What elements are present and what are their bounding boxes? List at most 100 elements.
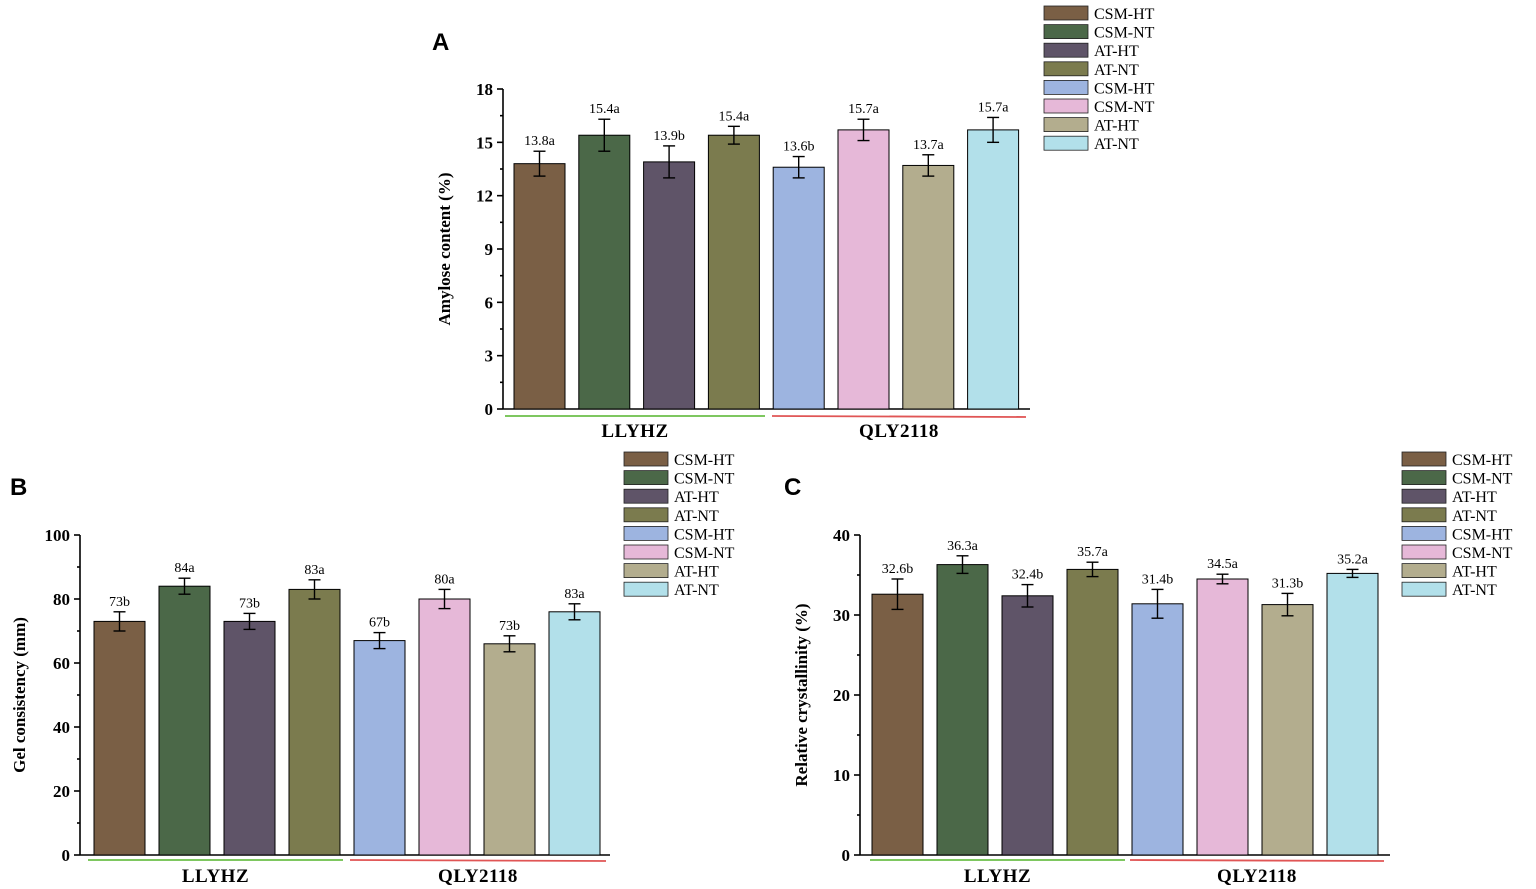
error-bar	[1021, 583, 1034, 608]
bar	[1196, 578, 1249, 856]
legend-label: AT-HT	[1452, 564, 1497, 581]
chart-panel-a: A 0 3 6 9 12 15 18 Amylose content (%) 13.8a 15.4a…	[432, 5, 1155, 442]
y-tick-label: 6	[485, 293, 494, 312]
y-tick-label: 9	[485, 240, 494, 259]
chart-panel-b: B 0 20 40 60 80 100 Gel consistency (mm) 73b 84a 7…	[10, 451, 735, 887]
legend-swatch	[623, 488, 669, 504]
legend-label: CSM-HT	[674, 452, 735, 469]
group-label: QLY2118	[1217, 866, 1297, 887]
legend-label: CSM-NT	[1452, 545, 1513, 562]
y-tick-label: 0	[485, 400, 494, 419]
y-tick-label: 0	[842, 846, 851, 865]
bar	[1261, 604, 1314, 856]
error-bar	[598, 118, 611, 152]
bar	[772, 166, 825, 410]
data-label: 36.3a	[947, 539, 979, 554]
bar	[1326, 572, 1379, 856]
y-axis-label: Relative crystallinity (%)	[792, 603, 811, 786]
y-tick-label: 12	[476, 187, 493, 206]
error-bar	[1216, 573, 1229, 585]
data-label: 13.8a	[524, 134, 556, 149]
y-tick-label: 40	[53, 718, 70, 737]
data-label: 35.7a	[1077, 545, 1109, 560]
panel-letter: B	[10, 474, 27, 501]
bar	[158, 585, 211, 856]
data-label: 15.4a	[589, 102, 621, 117]
legend: CSM-HTCSM-NTAT-HTAT-NTCSM-HTCSM-NTAT-HTA…	[623, 451, 735, 599]
y-tick-label: 0	[62, 846, 71, 865]
legend-swatch	[1401, 526, 1447, 541]
legend-swatch	[1043, 80, 1089, 95]
group-label: LLYHZ	[601, 421, 668, 442]
data-label: 83a	[564, 587, 585, 602]
group-label: LLYHZ	[182, 866, 249, 887]
y-tick-label: 10	[833, 766, 850, 785]
error-bar	[956, 555, 969, 575]
data-label: 31.3b	[1272, 576, 1304, 591]
bar	[578, 134, 631, 410]
legend-swatch	[1043, 135, 1089, 151]
legend-swatch	[1401, 488, 1447, 504]
y-axis-label: Gel consistency (mm)	[10, 617, 29, 773]
legend-swatch	[623, 526, 669, 541]
bar	[1001, 595, 1054, 856]
panel-letter: A	[432, 29, 449, 56]
group-underline	[349, 859, 607, 862]
data-label: 15.4a	[719, 109, 751, 124]
error-bar	[891, 578, 904, 611]
legend-swatch	[1401, 470, 1447, 486]
data-label: 31.4b	[1142, 572, 1174, 587]
legend: CSM-HTCSM-NTAT-HTAT-NTCSM-HTCSM-NTAT-HTA…	[1043, 5, 1155, 153]
legend-label: AT-HT	[1452, 489, 1497, 506]
bar	[513, 163, 566, 410]
legend-label: CSM-NT	[1094, 99, 1155, 116]
data-label: 83a	[304, 563, 325, 578]
error-bar	[922, 154, 935, 177]
error-bar	[533, 150, 546, 177]
data-label: 73b	[109, 595, 130, 610]
bar	[93, 620, 146, 856]
bar	[418, 598, 471, 856]
legend-label: CSM-NT	[1452, 471, 1513, 488]
data-label: 15.7a	[848, 102, 880, 117]
legend-label: AT-HT	[674, 564, 719, 581]
group-label: LLYHZ	[964, 866, 1031, 887]
bar	[902, 164, 955, 410]
legend-label: CSM-HT	[674, 526, 735, 543]
legend-label: CSM-NT	[674, 471, 735, 488]
panel-letter: C	[784, 474, 801, 501]
legend-label: CSM-HT	[1452, 526, 1513, 543]
y-tick-label: 18	[476, 80, 493, 99]
legend-swatch	[623, 470, 669, 486]
y-tick-label: 40	[833, 526, 850, 545]
chart-panel-c: C 0 10 20 30 40 Relative crystallinity (%) 32.6…	[784, 451, 1513, 887]
legend-swatch	[623, 544, 669, 560]
legend-label: AT-NT	[674, 582, 719, 599]
legend-label: AT-HT	[1094, 118, 1139, 135]
error-bar	[987, 116, 1000, 144]
legend-swatch	[1401, 507, 1447, 523]
y-tick-label: 60	[53, 654, 70, 673]
legend-swatch	[1401, 544, 1447, 560]
error-bar	[727, 125, 740, 145]
legend-swatch	[1401, 451, 1447, 467]
data-label: 13.6b	[783, 140, 815, 155]
y-tick-label: 3	[485, 347, 494, 366]
legend-swatch	[623, 563, 669, 578]
legend-label: AT-HT	[1094, 43, 1139, 60]
y-tick-label: 20	[833, 686, 850, 705]
legend-swatch	[1401, 563, 1447, 578]
data-label: 13.7a	[913, 138, 945, 153]
data-label: 15.7a	[978, 100, 1010, 115]
bar	[483, 643, 536, 856]
data-label: 73b	[239, 596, 260, 611]
bar	[223, 620, 276, 856]
legend-swatch	[1043, 42, 1089, 58]
legend: CSM-HTCSM-NTAT-HTAT-NTCSM-HTCSM-NTAT-HTA…	[1401, 451, 1513, 599]
error-bar	[1151, 588, 1164, 619]
data-label: 34.5a	[1207, 557, 1239, 572]
bar	[871, 593, 924, 856]
legend-swatch	[1043, 24, 1089, 40]
legend-label: AT-NT	[674, 508, 719, 525]
